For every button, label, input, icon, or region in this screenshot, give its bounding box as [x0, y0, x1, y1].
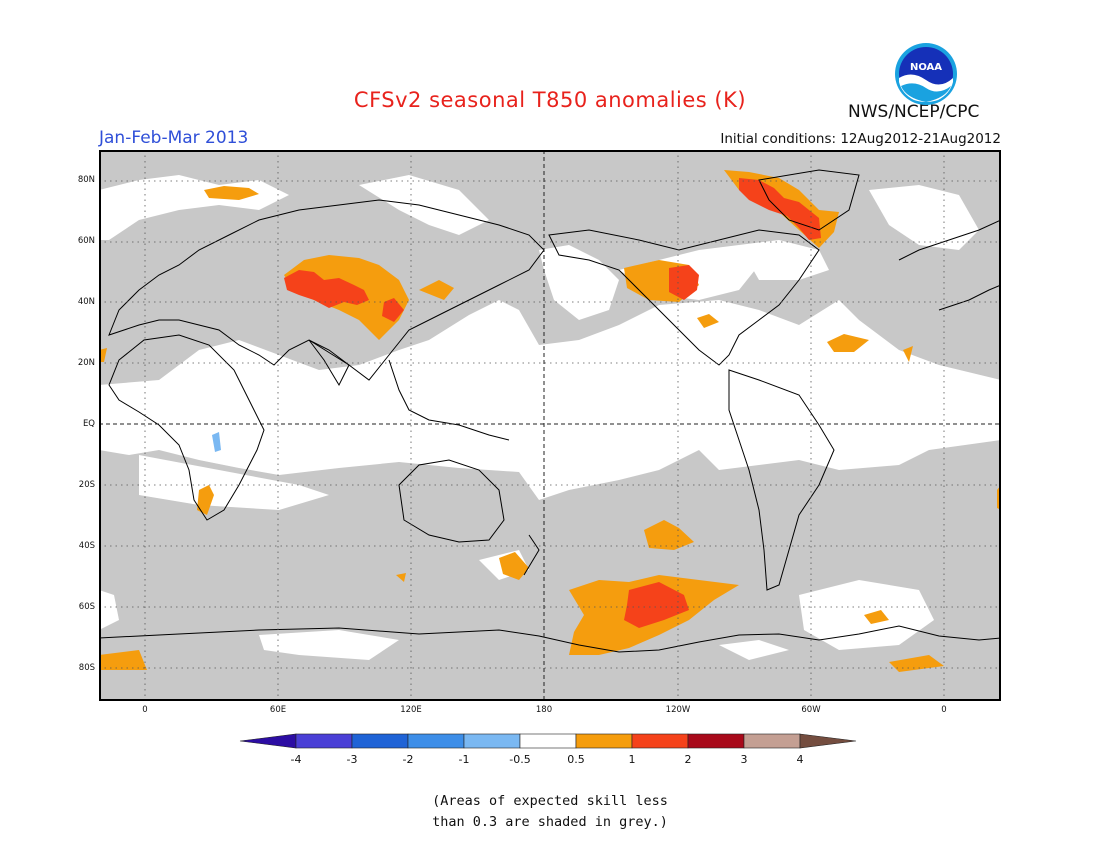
map-title: CFSv2 seasonal T850 anomalies (K) [353, 88, 747, 112]
colorbar-swatch [519, 733, 577, 749]
lat-label: 60S [78, 602, 95, 612]
colorbar-swatch [407, 733, 465, 749]
initial-conditions: Initial conditions: 12Aug2012-21Aug2012 [720, 131, 1001, 147]
colorbar-swatch [295, 733, 353, 749]
lon-label: 120W [665, 705, 691, 715]
coastlines [99, 169, 1001, 653]
anomaly-map [99, 150, 1001, 701]
equator-dateline [99, 150, 1001, 701]
lon-label: 0 [941, 705, 947, 715]
lat-label: EQ [82, 419, 95, 429]
lat-label: 80N [77, 175, 95, 185]
colorbar-label: 2 [684, 753, 692, 766]
agency-label: NWS/NCEP/CPC [848, 102, 980, 122]
colorbar-label: 4 [796, 753, 804, 766]
colorbar-swatch [743, 733, 801, 749]
forecast-period: Jan-Feb-Mar 2013 [99, 128, 249, 148]
colorbar-label: -1 [458, 753, 470, 766]
skill-footnote: (Areas of expected skill less than 0.3 a… [0, 791, 1100, 833]
logo-text: NOAA [910, 62, 942, 73]
anomaly-negative-0.5K [212, 432, 221, 452]
colorbar-swatch [351, 733, 409, 749]
colorbar-label: -2 [402, 753, 414, 766]
noaa-logo: NOAA [895, 43, 957, 105]
colorbar-label: -3 [346, 753, 358, 766]
lon-label: 180 [535, 705, 553, 715]
colorbar-swatch [687, 733, 745, 749]
colorbar-label: -0.5 [509, 753, 531, 766]
colorbar-label: -4 [290, 753, 302, 766]
skill-neutral-regions [99, 175, 1001, 660]
anomaly-0.5-1K [99, 170, 1001, 672]
lon-label: 120E [400, 705, 422, 715]
colorbar-swatch [575, 733, 633, 749]
lat-label: 20S [78, 480, 95, 490]
colorbar-label: 1 [628, 753, 636, 766]
lat-label: 40N [77, 297, 95, 307]
colorbar-swatch [631, 733, 689, 749]
lat-label: 60N [77, 236, 95, 246]
footnote-line-2: than 0.3 are shaded in grey.) [432, 814, 668, 830]
lat-label: 20N [77, 358, 95, 368]
colorbar-label: 0.5 [567, 753, 585, 766]
colorbar-arrow-high [799, 733, 857, 749]
lat-label: 40S [78, 541, 95, 551]
color-bar [239, 733, 857, 749]
colorbar-arrow-low [239, 733, 297, 749]
map-frame [99, 150, 1001, 701]
lon-label: 60W [801, 705, 821, 715]
lon-label: 60E [269, 705, 287, 715]
anomaly-1-2K [284, 178, 821, 628]
graticule [99, 150, 1001, 701]
footnote-line-1: (Areas of expected skill less [432, 793, 668, 809]
lon-label: 0 [142, 705, 148, 715]
colorbar-swatch [463, 733, 521, 749]
colorbar-label: 3 [740, 753, 748, 766]
lat-label: 80S [78, 663, 95, 673]
